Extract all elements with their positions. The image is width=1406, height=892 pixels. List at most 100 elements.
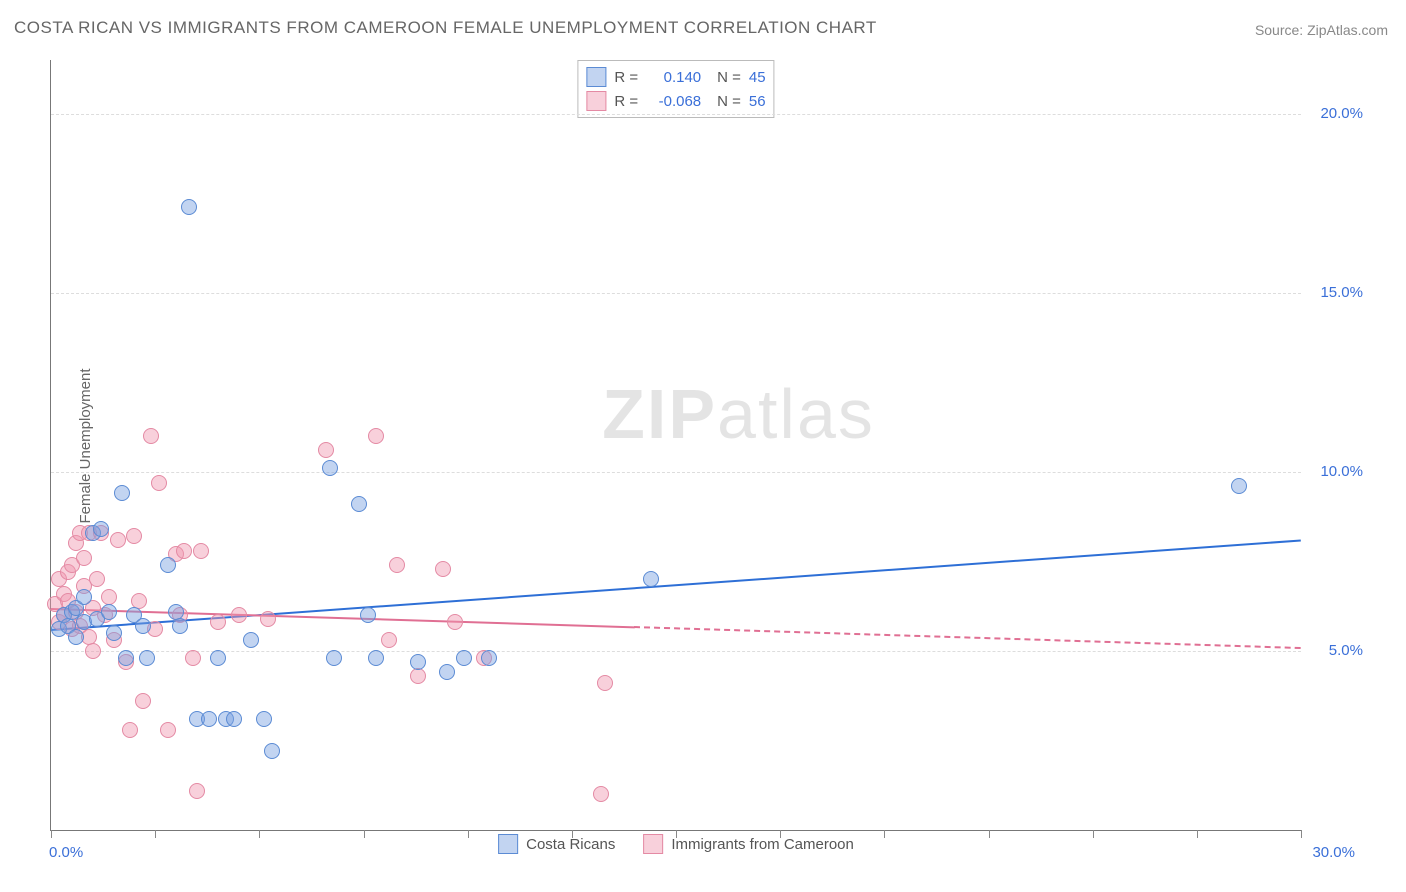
data-point-cameroon bbox=[126, 528, 142, 544]
data-point-costa_ricans bbox=[243, 632, 259, 648]
x-tick-label: 0.0% bbox=[49, 844, 83, 861]
data-point-cameroon bbox=[110, 532, 126, 548]
y-tick-label: 5.0% bbox=[1329, 642, 1363, 659]
data-point-cameroon bbox=[210, 614, 226, 630]
data-point-costa_ricans bbox=[368, 650, 384, 666]
data-point-costa_ricans bbox=[118, 650, 134, 666]
stats-legend: R = 0.140 N = 45 R = -0.068 N = 56 bbox=[577, 60, 774, 118]
data-point-cameroon bbox=[260, 611, 276, 627]
source-value: ZipAtlas.com bbox=[1307, 22, 1388, 38]
stats-row-costa-ricans: R = 0.140 N = 45 bbox=[586, 65, 765, 89]
data-point-cameroon bbox=[435, 561, 451, 577]
r-value-costa-ricans: 0.140 bbox=[646, 69, 701, 86]
data-point-costa_ricans bbox=[172, 618, 188, 634]
watermark: ZIPatlas bbox=[602, 374, 875, 454]
data-point-cameroon bbox=[193, 543, 209, 559]
y-tick-label: 15.0% bbox=[1320, 284, 1363, 301]
data-point-cameroon bbox=[160, 722, 176, 738]
data-point-costa_ricans bbox=[360, 607, 376, 623]
n-value-costa-ricans: 45 bbox=[749, 69, 766, 86]
data-point-cameroon bbox=[410, 668, 426, 684]
data-point-cameroon bbox=[318, 442, 334, 458]
data-point-costa_ricans bbox=[226, 711, 242, 727]
data-point-cameroon bbox=[122, 722, 138, 738]
data-point-cameroon bbox=[151, 475, 167, 491]
x-tick bbox=[364, 830, 365, 838]
data-point-cameroon bbox=[89, 571, 105, 587]
r-label: R = bbox=[614, 93, 638, 110]
data-point-cameroon bbox=[189, 783, 205, 799]
data-point-costa_ricans bbox=[160, 557, 176, 573]
plot-area: ZIPatlas R = 0.140 N = 45 R = -0.068 N =… bbox=[50, 60, 1301, 831]
r-label: R = bbox=[614, 69, 638, 86]
data-point-costa_ricans bbox=[256, 711, 272, 727]
legend-label-costa-ricans: Costa Ricans bbox=[526, 836, 615, 853]
legend-label-cameroon: Immigrants from Cameroon bbox=[671, 836, 854, 853]
data-point-costa_ricans bbox=[326, 650, 342, 666]
swatch-cameroon bbox=[643, 834, 663, 854]
data-point-costa_ricans bbox=[68, 629, 84, 645]
data-point-costa_ricans bbox=[643, 571, 659, 587]
x-tick-label: 30.0% bbox=[1312, 844, 1355, 861]
data-point-costa_ricans bbox=[410, 654, 426, 670]
gridline bbox=[51, 472, 1301, 473]
data-point-costa_ricans bbox=[1231, 478, 1247, 494]
data-point-cameroon bbox=[389, 557, 405, 573]
x-tick bbox=[884, 830, 885, 838]
source-label: Source: bbox=[1255, 22, 1307, 38]
data-point-costa_ricans bbox=[351, 496, 367, 512]
x-tick bbox=[989, 830, 990, 838]
data-point-costa_ricans bbox=[210, 650, 226, 666]
n-label: N = bbox=[717, 69, 741, 86]
x-tick bbox=[780, 830, 781, 838]
data-point-costa_ricans bbox=[481, 650, 497, 666]
trendline-cameroon-dashed bbox=[634, 626, 1301, 649]
data-point-cameroon bbox=[185, 650, 201, 666]
swatch-costa-ricans bbox=[498, 834, 518, 854]
watermark-rest: atlas bbox=[717, 375, 875, 453]
legend-item-costa-ricans: Costa Ricans bbox=[498, 834, 615, 854]
n-value-cameroon: 56 bbox=[749, 93, 766, 110]
chart-title: COSTA RICAN VS IMMIGRANTS FROM CAMEROON … bbox=[14, 18, 877, 38]
data-point-cameroon bbox=[231, 607, 247, 623]
data-point-costa_ricans bbox=[456, 650, 472, 666]
data-point-costa_ricans bbox=[201, 711, 217, 727]
data-point-cameroon bbox=[85, 643, 101, 659]
x-tick bbox=[572, 830, 573, 838]
gridline bbox=[51, 293, 1301, 294]
data-point-cameroon bbox=[597, 675, 613, 691]
watermark-bold: ZIP bbox=[602, 375, 717, 453]
y-tick-label: 10.0% bbox=[1320, 463, 1363, 480]
n-label: N = bbox=[717, 93, 741, 110]
r-value-cameroon: -0.068 bbox=[646, 93, 701, 110]
x-tick bbox=[51, 830, 52, 838]
data-point-costa_ricans bbox=[101, 604, 117, 620]
data-point-cameroon bbox=[368, 428, 384, 444]
data-point-cameroon bbox=[76, 550, 92, 566]
data-point-costa_ricans bbox=[106, 625, 122, 641]
data-point-cameroon bbox=[143, 428, 159, 444]
x-tick bbox=[155, 830, 156, 838]
data-point-costa_ricans bbox=[93, 521, 109, 537]
legend-item-cameroon: Immigrants from Cameroon bbox=[643, 834, 854, 854]
data-point-cameroon bbox=[447, 614, 463, 630]
source-attribution: Source: ZipAtlas.com bbox=[1255, 22, 1388, 38]
gridline bbox=[51, 114, 1301, 115]
data-point-costa_ricans bbox=[439, 664, 455, 680]
data-point-cameroon bbox=[593, 786, 609, 802]
swatch-costa-ricans bbox=[586, 67, 606, 87]
x-tick bbox=[468, 830, 469, 838]
x-tick bbox=[1093, 830, 1094, 838]
data-point-cameroon bbox=[381, 632, 397, 648]
data-point-costa_ricans bbox=[76, 589, 92, 605]
data-point-cameroon bbox=[176, 543, 192, 559]
y-tick-label: 20.0% bbox=[1320, 105, 1363, 122]
x-tick bbox=[1197, 830, 1198, 838]
data-point-costa_ricans bbox=[181, 199, 197, 215]
data-point-cameroon bbox=[135, 693, 151, 709]
data-point-costa_ricans bbox=[264, 743, 280, 759]
stats-row-cameroon: R = -0.068 N = 56 bbox=[586, 89, 765, 113]
x-tick bbox=[676, 830, 677, 838]
data-point-costa_ricans bbox=[139, 650, 155, 666]
x-tick bbox=[259, 830, 260, 838]
